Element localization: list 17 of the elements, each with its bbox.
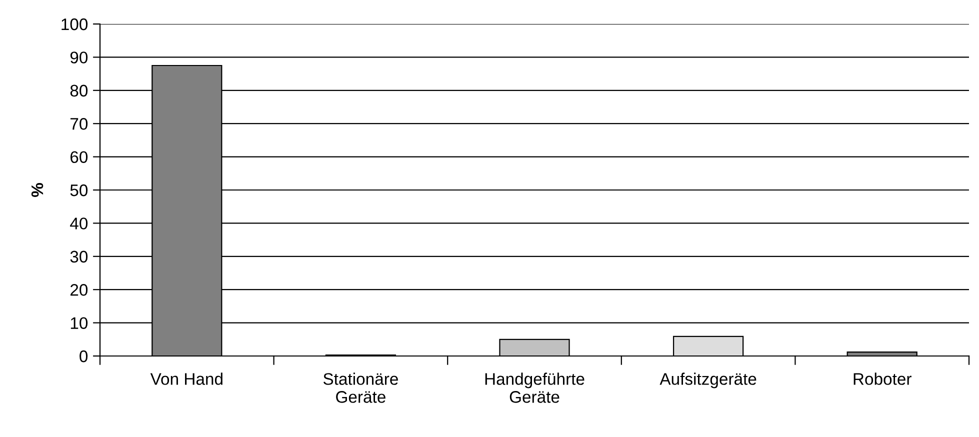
y-tick-label: 70 bbox=[70, 118, 88, 130]
y-tick-label: 90 bbox=[70, 52, 88, 64]
y-tick-label: 60 bbox=[70, 151, 88, 164]
y-tick-label: 10 bbox=[70, 317, 88, 330]
y-axis-title: % bbox=[31, 183, 44, 197]
y-tick-label: 50 bbox=[70, 184, 88, 196]
x-tick-label: Handgeführte Geräte bbox=[485, 372, 584, 403]
x-tick-label: Aufsitzgeräte bbox=[660, 372, 756, 388]
y-tick-label: 100 bbox=[62, 18, 88, 30]
x-tick-label: Stationäre Geräte bbox=[323, 372, 398, 403]
y-tick-label: 40 bbox=[70, 218, 88, 230]
y-tick-label: 80 bbox=[70, 84, 88, 97]
y-tick-label: 30 bbox=[70, 250, 88, 263]
x-tick-label: Von Hand bbox=[150, 372, 222, 385]
x-tick-label: Roboter bbox=[854, 372, 912, 385]
y-tick-label: 20 bbox=[70, 284, 88, 296]
y-tick-label: 0 bbox=[80, 350, 88, 362]
